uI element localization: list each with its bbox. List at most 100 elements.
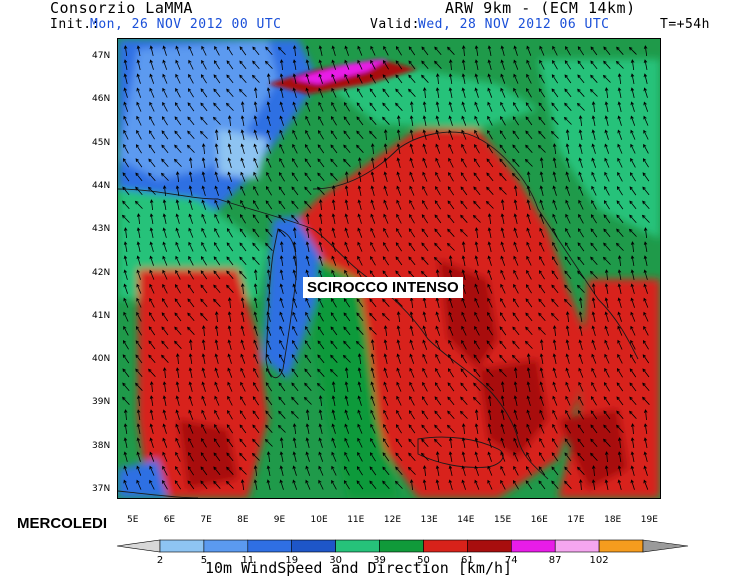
wind-arrow bbox=[498, 186, 507, 195]
wind-arrow bbox=[603, 424, 611, 434]
forecast-step: T=+54h bbox=[660, 17, 710, 32]
wind-arrow bbox=[225, 102, 234, 111]
wind-arrow bbox=[487, 59, 492, 70]
wind-arrow bbox=[525, 326, 533, 336]
wind-arrow bbox=[513, 465, 519, 476]
wind-arrow bbox=[550, 130, 559, 139]
wind-arrow bbox=[213, 74, 221, 84]
wind-arrow bbox=[435, 325, 441, 336]
wind-arrow bbox=[239, 410, 247, 420]
wind-arrow bbox=[227, 129, 232, 140]
wind-arrow bbox=[446, 242, 455, 251]
wind-arrow bbox=[344, 465, 350, 476]
wind-arrow bbox=[383, 325, 388, 337]
latitude-label: 43N bbox=[92, 224, 111, 235]
wind-arrow bbox=[487, 437, 492, 448]
wind-arrow bbox=[461, 437, 466, 448]
wind-arrow bbox=[474, 101, 480, 112]
wind-arrow bbox=[264, 60, 273, 69]
wind-arrow bbox=[577, 466, 585, 475]
wind-arrow bbox=[643, 115, 649, 126]
wind-arrow bbox=[539, 227, 545, 238]
wind-arrow bbox=[123, 465, 128, 476]
wind-arrow bbox=[227, 325, 232, 336]
wind-arrow bbox=[461, 143, 467, 154]
wind-arrow bbox=[227, 185, 233, 196]
wind-arrow bbox=[421, 256, 429, 265]
wind-arrow bbox=[513, 101, 519, 112]
wind-arrow bbox=[486, 340, 494, 350]
wind-arrow bbox=[630, 437, 635, 448]
wind-arrow bbox=[213, 102, 221, 112]
wind-arrow bbox=[212, 116, 221, 125]
wind-arrow bbox=[435, 465, 440, 476]
wind-arrow bbox=[162, 73, 168, 84]
wind-arrow bbox=[407, 466, 416, 475]
wind-direction-arrows bbox=[121, 45, 650, 491]
wind-arrow bbox=[539, 59, 545, 70]
valid-label: Valid: bbox=[370, 17, 420, 32]
wind-arrow bbox=[227, 115, 232, 127]
wind-arrow bbox=[147, 186, 156, 195]
wind-arrow bbox=[252, 424, 260, 434]
wind-arrow bbox=[382, 88, 390, 98]
wind-arrow bbox=[382, 59, 389, 70]
wind-arrow bbox=[617, 73, 622, 85]
wind-arrow bbox=[630, 73, 635, 84]
wind-arrow bbox=[461, 115, 467, 126]
wind-arrow bbox=[266, 269, 271, 280]
wind-arrow bbox=[642, 354, 650, 364]
wind-arrow bbox=[357, 451, 363, 462]
wind-arrow bbox=[318, 101, 324, 112]
wind-arrow bbox=[435, 171, 441, 182]
wind-arrow bbox=[565, 157, 570, 168]
wind-arrow bbox=[266, 157, 272, 168]
wind-arrow bbox=[266, 129, 271, 140]
wind-arrow bbox=[357, 45, 363, 56]
longitude-label: 6E bbox=[163, 515, 176, 525]
wind-arrow bbox=[500, 227, 505, 238]
wind-arrow bbox=[148, 158, 156, 168]
wind-arrow bbox=[279, 143, 285, 154]
wind-arrow bbox=[434, 200, 442, 210]
wind-arrow bbox=[252, 396, 260, 406]
wind-arrow bbox=[565, 213, 571, 224]
wind-arrow bbox=[149, 101, 155, 112]
wind-arrow bbox=[304, 354, 312, 364]
wind-arrow bbox=[630, 325, 636, 336]
wind-arrow bbox=[643, 143, 649, 154]
wind-arrow bbox=[474, 311, 480, 322]
wind-arrow bbox=[188, 409, 194, 420]
wind-arrow bbox=[629, 382, 637, 392]
wind-arrow bbox=[369, 312, 377, 321]
wind-arrow bbox=[304, 368, 312, 378]
wind-arrow bbox=[487, 115, 493, 126]
wind-arrow bbox=[511, 354, 520, 363]
wind-arrow bbox=[539, 45, 545, 56]
wind-arrow bbox=[357, 437, 363, 448]
wind-arrow bbox=[513, 185, 518, 197]
colorbar-segment bbox=[379, 539, 424, 553]
wind-arrow bbox=[266, 115, 271, 126]
wind-arrow bbox=[590, 74, 598, 83]
wind-arrow bbox=[565, 45, 571, 56]
longitude-label: 10E bbox=[310, 515, 328, 525]
wind-arrow bbox=[616, 367, 623, 378]
wind-arrow bbox=[578, 199, 584, 210]
wind-arrow bbox=[318, 297, 324, 308]
wind-arrow bbox=[292, 479, 298, 490]
wind-arrow bbox=[578, 353, 583, 364]
wind-map bbox=[117, 38, 661, 499]
wind-arrow bbox=[201, 143, 206, 155]
wind-arrow bbox=[564, 74, 572, 84]
latitude-label: 38N bbox=[92, 440, 111, 451]
wind-arrow bbox=[188, 199, 193, 210]
wind-arrow bbox=[330, 172, 338, 181]
wind-arrow bbox=[135, 325, 142, 336]
wind-arrow bbox=[266, 171, 272, 182]
latitude-label: 40N bbox=[92, 354, 111, 365]
wind-arrow bbox=[473, 186, 481, 196]
wind-arrow bbox=[187, 466, 195, 476]
wind-arrow bbox=[564, 480, 572, 489]
longitude-label: 9E bbox=[273, 515, 286, 525]
